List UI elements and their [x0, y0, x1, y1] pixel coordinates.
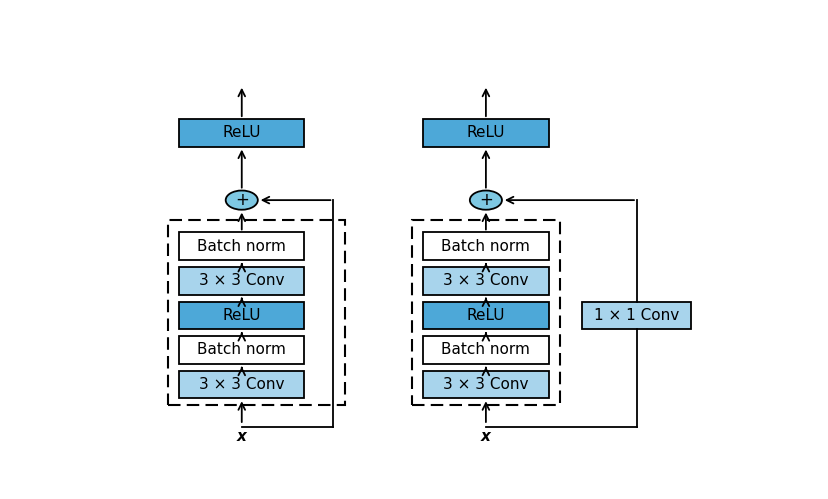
Circle shape	[469, 191, 502, 210]
Bar	[423, 301, 548, 329]
Bar	[423, 233, 548, 260]
Text: Batch norm: Batch norm	[441, 239, 530, 253]
Text: +: +	[234, 191, 248, 209]
Text: 3 × 3 Conv: 3 × 3 Conv	[443, 273, 528, 288]
Bar	[581, 301, 691, 329]
Bar	[423, 119, 548, 147]
Text: ReLU: ReLU	[466, 125, 504, 140]
Text: ReLU: ReLU	[222, 125, 261, 140]
Bar	[179, 301, 304, 329]
Text: 3 × 3 Conv: 3 × 3 Conv	[199, 377, 284, 392]
Text: Batch norm: Batch norm	[197, 239, 286, 253]
Bar	[167, 220, 344, 405]
Text: +: +	[479, 191, 492, 209]
Bar	[412, 220, 560, 405]
Bar	[179, 371, 304, 398]
Bar	[179, 119, 304, 147]
Text: x: x	[480, 429, 490, 444]
Text: ReLU: ReLU	[222, 308, 261, 323]
Text: ReLU: ReLU	[466, 308, 504, 323]
Bar	[423, 336, 548, 364]
Circle shape	[225, 191, 258, 210]
Bar	[179, 233, 304, 260]
Bar	[423, 371, 548, 398]
Text: Batch norm: Batch norm	[197, 342, 286, 357]
Text: Batch norm: Batch norm	[441, 342, 530, 357]
Text: x: x	[237, 429, 247, 444]
Text: 1 × 1 Conv: 1 × 1 Conv	[594, 308, 679, 323]
Text: 3 × 3 Conv: 3 × 3 Conv	[443, 377, 528, 392]
Bar	[179, 267, 304, 294]
Bar	[423, 267, 548, 294]
Text: 3 × 3 Conv: 3 × 3 Conv	[199, 273, 284, 288]
Bar	[179, 336, 304, 364]
